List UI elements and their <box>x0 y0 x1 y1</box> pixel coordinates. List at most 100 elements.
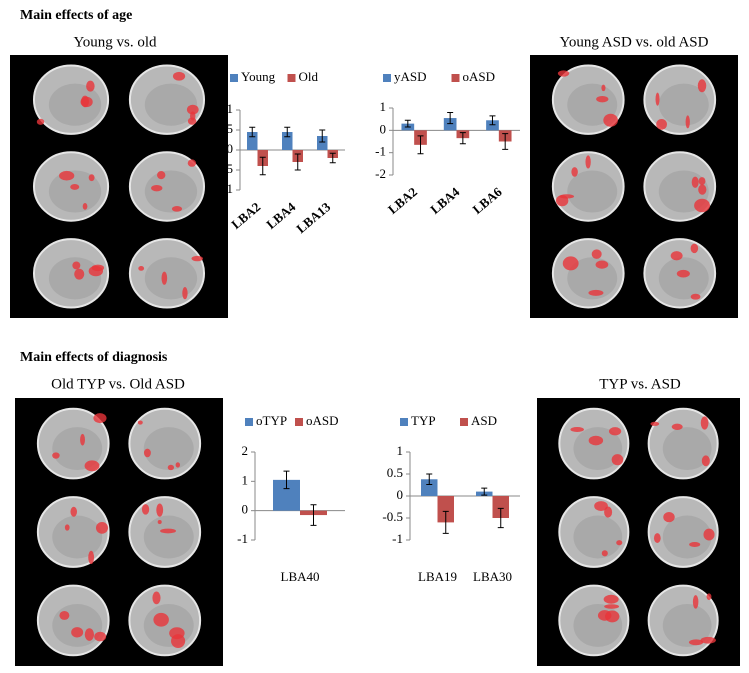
activation <box>670 251 683 261</box>
activation <box>690 243 699 254</box>
activation <box>167 464 175 471</box>
activation <box>591 249 602 259</box>
activation <box>169 627 185 640</box>
y-tick-label: 1 <box>397 443 404 458</box>
activation <box>691 176 699 188</box>
activation <box>703 528 715 541</box>
y-tick-label: 0 <box>242 502 249 517</box>
brain-shade <box>658 257 709 300</box>
activation <box>153 612 169 627</box>
brain-shade <box>48 257 102 300</box>
activation <box>171 205 183 212</box>
error-bar <box>426 473 433 486</box>
activation <box>152 591 161 605</box>
brain-shade <box>52 427 103 470</box>
activation <box>59 610 70 620</box>
brain-shade <box>662 604 712 647</box>
activation <box>94 631 107 642</box>
brain-shade <box>144 83 198 126</box>
error-bar <box>459 132 466 145</box>
activation <box>650 421 660 426</box>
brain-shade <box>658 83 709 126</box>
error-bar <box>294 153 301 171</box>
activation <box>74 268 85 280</box>
activation <box>64 524 70 531</box>
legend-label: yASD <box>394 69 427 84</box>
activation <box>700 416 709 430</box>
activation <box>84 460 100 472</box>
brain-shade <box>48 83 102 126</box>
legend-swatch <box>400 418 408 426</box>
activation <box>671 423 683 430</box>
brain-shade <box>144 257 198 300</box>
activation <box>595 260 609 269</box>
bar <box>421 479 438 496</box>
error-bar <box>310 504 317 526</box>
legend-label: oTYP <box>256 413 287 428</box>
brain-shade <box>48 170 102 213</box>
legend-swatch <box>245 418 253 426</box>
y-tick-label: -1 <box>237 531 248 546</box>
y-tick-label: -0.5 <box>382 509 403 524</box>
legend-label: ASD <box>471 413 497 428</box>
activation <box>70 183 80 190</box>
activation <box>701 455 710 467</box>
panel-title: TYP vs. ASD <box>599 376 681 392</box>
brain-shade <box>567 83 618 126</box>
brain-shade <box>144 170 198 213</box>
activation <box>694 198 711 213</box>
y-tick-label: 1 <box>380 99 387 114</box>
activation <box>655 92 660 106</box>
activation <box>187 159 197 167</box>
activation <box>616 540 623 546</box>
activation <box>706 593 712 600</box>
x-tick-label: LBA19 <box>418 569 457 584</box>
activation <box>663 512 675 523</box>
activation <box>570 427 584 433</box>
bar <box>317 136 328 150</box>
error-bar <box>481 487 488 496</box>
legend-swatch <box>451 74 460 82</box>
activation <box>71 627 84 638</box>
error-bar <box>284 126 291 138</box>
activation <box>594 501 608 512</box>
activation <box>84 628 95 641</box>
error-bar <box>404 119 411 128</box>
brain-shade <box>143 604 194 647</box>
activation <box>70 506 78 517</box>
activation <box>160 528 176 534</box>
activation <box>52 452 60 459</box>
legend-swatch <box>287 74 296 82</box>
brain-shade <box>573 427 623 470</box>
activation <box>588 435 604 446</box>
legend-swatch <box>230 74 238 82</box>
activation <box>151 184 163 192</box>
bar <box>492 496 509 518</box>
activation <box>585 155 591 169</box>
activation <box>700 636 716 644</box>
activation <box>611 454 624 466</box>
activation <box>91 264 105 272</box>
bar <box>437 496 454 523</box>
brain-shade <box>52 515 103 559</box>
activation <box>80 433 85 446</box>
bar <box>486 120 499 131</box>
activation <box>143 448 151 458</box>
activation <box>603 594 619 604</box>
activation <box>88 174 95 182</box>
activation <box>141 504 150 515</box>
activation <box>653 533 661 543</box>
activation <box>604 506 613 518</box>
y-tick-label: 1 <box>242 472 249 487</box>
x-tick-label: LBA2 <box>228 199 263 232</box>
panel-title: Old TYP vs. Old ASD <box>51 376 185 392</box>
x-tick-label: LBA6 <box>470 184 505 217</box>
activation <box>676 269 690 278</box>
activation <box>697 79 707 93</box>
activation <box>187 117 197 125</box>
section-title: Main effects of diagnosis <box>20 350 168 365</box>
bar <box>443 118 457 131</box>
activation <box>688 639 704 646</box>
legend-label: Young <box>241 69 276 84</box>
activation <box>562 256 579 271</box>
